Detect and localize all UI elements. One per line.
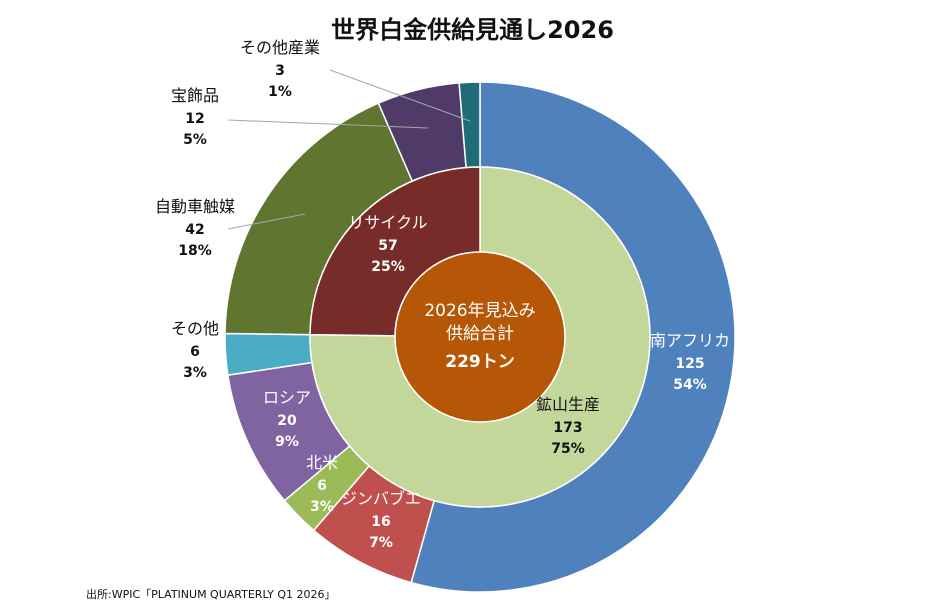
center-line1: 2026年見込み	[424, 301, 535, 321]
inner-1-name-label: リサイクル	[348, 213, 427, 232]
center-line3: 229トン	[445, 352, 515, 372]
center-circle	[394, 251, 566, 423]
inner-0-percent-label: 75%	[551, 441, 585, 457]
center-circle-group: 2026年見込み 供給合計 229トン	[394, 251, 566, 423]
outer-5-value-label: 42	[185, 222, 204, 238]
outer-1-name-label: ジンバブエ	[341, 489, 421, 508]
outer-6-name-label: 宝飾品	[171, 86, 219, 105]
outer-2-name-label: 北米	[306, 453, 338, 472]
outer-2-value-label: 6	[317, 478, 327, 494]
outer-5-name-label: 自動車触媒	[155, 197, 235, 216]
outer-0-name-label: 南アフリカ	[650, 331, 730, 350]
outer-7-value-label: 3	[275, 63, 285, 79]
center-line2: 供給合計	[446, 324, 514, 344]
leader-line	[329, 69, 471, 122]
outer-0-value-label: 125	[675, 356, 704, 372]
outer-4-percent-label: 3%	[183, 365, 207, 381]
inner-1-value-label: 57	[378, 238, 397, 254]
outer-1-value-label: 16	[371, 514, 390, 530]
outer-2-percent-label: 3%	[310, 499, 334, 515]
leader-line	[227, 213, 306, 230]
outer-3-value-label: 20	[277, 413, 297, 429]
outer-7-name-label: その他産業	[240, 38, 320, 57]
outer-5-percent-label: 18%	[178, 243, 212, 259]
slice-labels: 南アフリカ 125 54% ジンバブエ 16 7% 北米 6 3% ロシア 20 9% その他 6 3% 自動…	[155, 38, 730, 551]
inner-0-value-label: 173	[553, 420, 582, 436]
outer-6-value-label: 12	[185, 111, 204, 127]
outer-4-value-label: 6	[190, 344, 200, 360]
inner-0-name-label: 鉱山生産	[536, 395, 600, 414]
chart-title: 世界白金供給見通し2026	[331, 16, 614, 44]
leader-line	[227, 119, 429, 129]
leader-lines	[227, 69, 471, 230]
outer-3-percent-label: 9%	[275, 434, 299, 450]
outer-1-percent-label: 7%	[369, 535, 393, 551]
outer-3-name-label: ロシア	[263, 388, 311, 407]
outer-4-name-label: その他	[171, 319, 219, 338]
outer-0-percent-label: 54%	[673, 377, 707, 393]
outer-ring	[224, 81, 736, 593]
outer-7-percent-label: 1%	[268, 84, 292, 100]
outer-6-percent-label: 5%	[183, 132, 207, 148]
source-note: 出所:WPIC「PLATINUM QUARTERLY Q1 2026」	[86, 588, 336, 601]
inner-1-percent-label: 25%	[371, 259, 405, 275]
